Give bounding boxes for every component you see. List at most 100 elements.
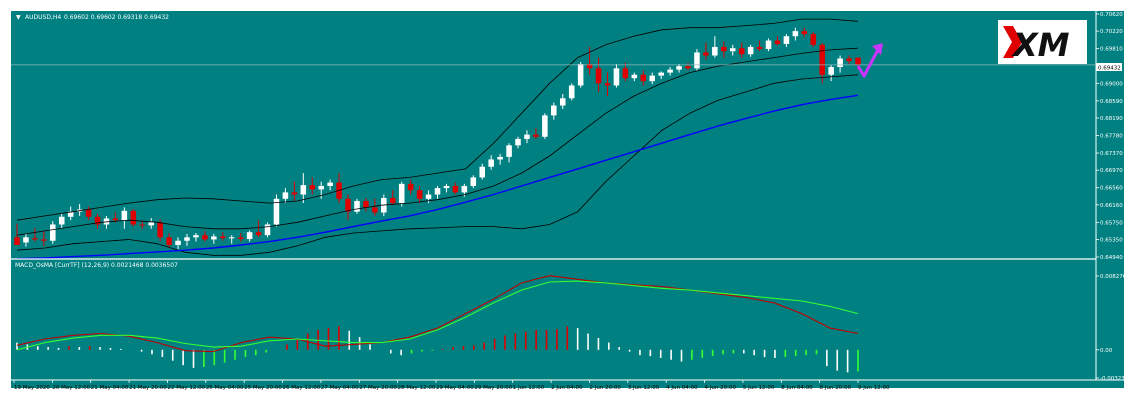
candle-body: [273, 198, 280, 225]
candle-body: [801, 31, 808, 35]
candle-body: [228, 237, 235, 239]
axes: 0.70620 0.70220 0.69810 0.69000 0.68590 0.681…: [11, 11, 1129, 391]
candle-body: [676, 66, 682, 70]
candle-body: [14, 237, 20, 246]
plot-background: [11, 11, 1124, 388]
time-tick-label: 25 May 20:00: [244, 385, 282, 391]
time-tick-label: 8 Jun 20:00: [820, 385, 852, 391]
time-tick-label: 5 Jun 12:00: [743, 385, 775, 391]
price-tick-label: 0.68590: [1100, 99, 1123, 105]
candle-body: [622, 68, 629, 79]
time-tick-label: 4 Jun 04:00: [666, 385, 698, 391]
candle-body: [747, 46, 754, 55]
time-tick-label: 2 Jun 20:00: [589, 385, 621, 391]
macd-tick-label: -0.003230: [1100, 376, 1129, 382]
xm-logo-mark-icon: [1003, 26, 1022, 58]
candle-body: [613, 68, 620, 86]
candle-body: [604, 83, 611, 86]
price-tick-label: 0.64940: [1100, 255, 1123, 261]
candle-body: [756, 46, 763, 50]
candle-body: [533, 134, 539, 137]
last-price-label: 0.69432: [1098, 66, 1121, 72]
candle-body: [354, 200, 360, 212]
candle-body: [470, 177, 477, 186]
time-tick-label: 21 May 04:00: [91, 385, 129, 391]
candle-body: [237, 237, 244, 240]
time-tick-label: 2 Jun 04:00: [551, 385, 583, 391]
candle-body: [810, 34, 817, 45]
macd-main-line: [16, 275, 859, 353]
forecast-arrow-icon: [856, 47, 881, 78]
candle-body: [640, 74, 647, 82]
candle-body: [712, 46, 718, 56]
ohlc-label: 0.69602 0.69602 0.69318 0.69432: [64, 14, 169, 21]
candle-body: [774, 40, 781, 44]
candle-body: [166, 237, 172, 246]
bollinger-upper-line: [16, 18, 859, 221]
candle-body: [202, 235, 208, 240]
candle-body: [595, 68, 602, 84]
candle-body: [246, 232, 253, 240]
candle-body: [148, 222, 154, 226]
candle-body: [819, 44, 825, 75]
candle-body: [85, 209, 92, 217]
time-tick-label: 21 May 20:00: [129, 385, 167, 391]
candle-body: [828, 67, 834, 75]
candle-body: [524, 134, 530, 139]
macd-pane: [16, 275, 859, 373]
price-tick-label: 0.66970: [1100, 168, 1123, 174]
candle-body: [488, 159, 494, 167]
candle-body: [515, 138, 521, 146]
candle-body: [425, 194, 432, 199]
price-tick-label: 0.66160: [1100, 203, 1123, 209]
candle-body: [50, 224, 56, 241]
candle-body: [855, 57, 861, 65]
candle-body: [479, 166, 486, 178]
price-tick-label: 0.67370: [1100, 151, 1123, 157]
candle-body: [175, 240, 181, 246]
time-tick-label: 3 Jun 12:00: [628, 385, 660, 391]
time-tick-label: 27 May 04:00: [321, 385, 359, 391]
macd-signal-line: [16, 280, 859, 351]
candle-body: [139, 224, 146, 226]
candle-body: [398, 183, 405, 204]
macd-header: MACD_OsMA [CurrTF] (12,26,9) 0.0021468 0…: [15, 262, 178, 269]
candle-body: [193, 235, 199, 238]
candle-body: [121, 210, 128, 221]
price-tick-label: 0.68190: [1100, 116, 1123, 122]
candle-body: [667, 69, 673, 73]
candle-body: [461, 185, 468, 193]
time-tick-label: 20 May 12:00: [52, 385, 90, 391]
time-tick-label: 4 Jun 20:00: [705, 385, 737, 391]
candle-body: [94, 216, 101, 225]
candle-body: [631, 74, 638, 79]
candle-body: [255, 232, 262, 236]
candle-body: [184, 237, 190, 241]
candle-body: [559, 98, 566, 106]
time-tick-label: 27 May 20:00: [359, 385, 397, 391]
candle-body: [738, 48, 745, 55]
price-tick-label: 0.70220: [1100, 29, 1123, 35]
candle-body: [586, 64, 593, 69]
candle-body: [443, 185, 450, 189]
candle-body: [497, 156, 503, 160]
xm-logo: XM: [998, 20, 1087, 64]
price-tick-label: 0.69000: [1100, 81, 1123, 87]
candle-body: [309, 185, 316, 190]
price-pane: [14, 18, 861, 260]
time-tick-label: 29 May 04:00: [436, 385, 474, 391]
candle-body: [542, 115, 548, 137]
price-tick-label: 0.65350: [1100, 237, 1123, 243]
candle-body: [837, 58, 843, 68]
candle-body: [282, 192, 289, 199]
forecast-arrowhead-icon: [872, 43, 883, 55]
candle-body: [568, 85, 575, 99]
candle-body: [452, 185, 459, 193]
collapse-triangle-icon[interactable]: ▼: [16, 14, 21, 21]
candle-body: [783, 36, 790, 44]
candle-body: [363, 200, 369, 208]
candle-body: [694, 52, 700, 69]
price-tick-label: 0.69810: [1100, 47, 1123, 53]
